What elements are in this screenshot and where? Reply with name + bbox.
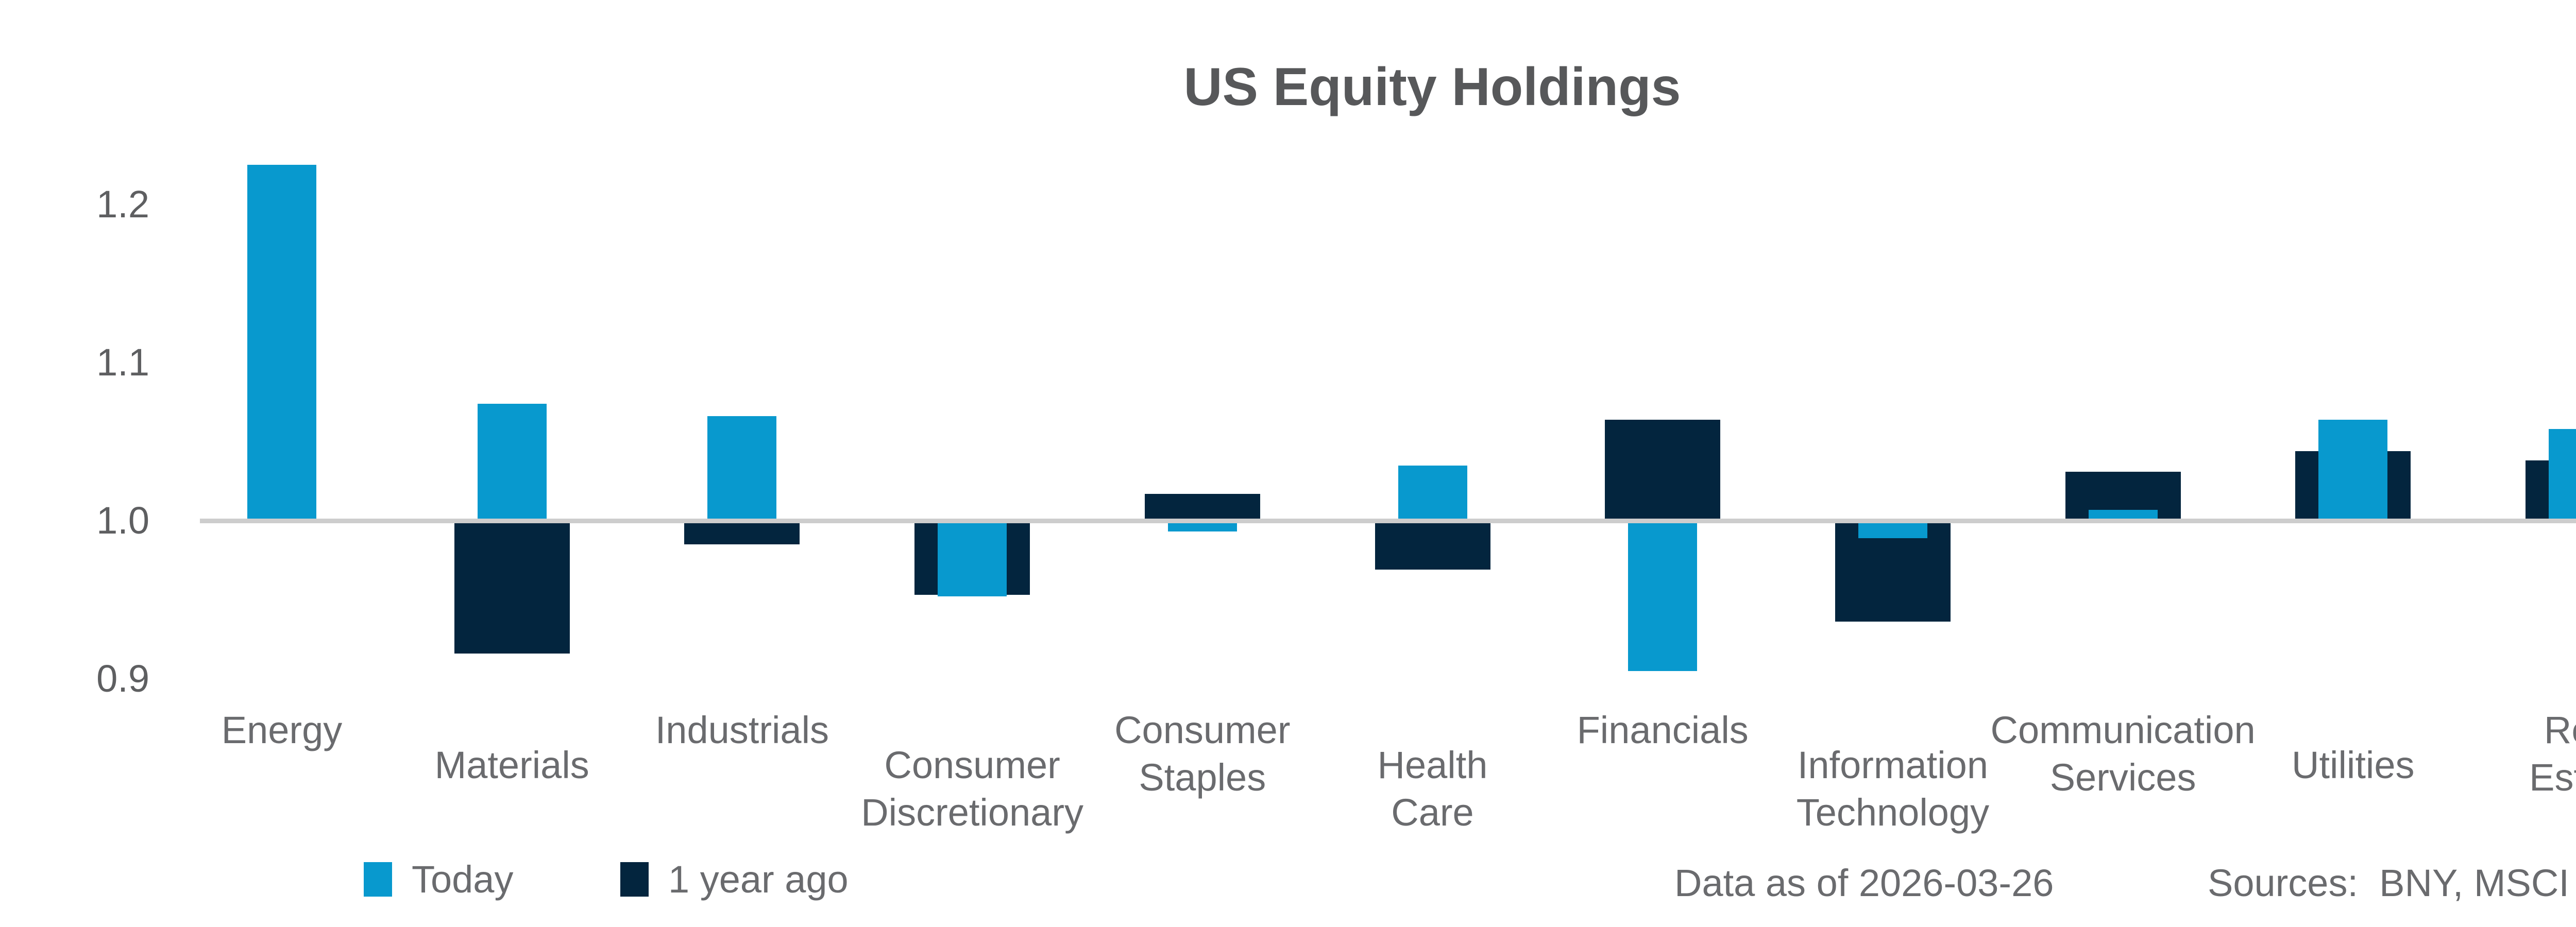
category-label-communication-services: Communication Services: [1943, 707, 2303, 801]
category-label-real-estate: Real Estate: [2403, 707, 2576, 801]
category-label-consumer-staples: Consumer Staples: [1022, 707, 1383, 801]
bar-today-utilities: [2318, 419, 2388, 521]
legend-swatch-today: [364, 862, 392, 897]
category-label-line: Information: [1797, 744, 1988, 786]
category-label-line: Energy: [221, 709, 343, 751]
bar-today-materials: [477, 403, 547, 521]
y-tick-label: 1.1: [96, 341, 149, 384]
bar-today-health-care: [1398, 465, 1467, 521]
bar-today-energy: [247, 165, 316, 521]
category-label-line: Communication: [1990, 709, 2256, 751]
legend-item-year-ago: 1 year ago: [620, 858, 849, 901]
y-tick-label: 1.2: [96, 183, 149, 226]
category-label-line: Consumer: [884, 744, 1060, 786]
bar-year-ago-industrials: [684, 521, 800, 545]
bar-today-information-technology: [1858, 521, 1927, 538]
bar-today-financials: [1628, 521, 1698, 671]
category-label-health-care: Health Care: [1252, 742, 1613, 836]
category-label-line: Materials: [434, 744, 589, 786]
bar-today-consumer-discretionary: [938, 521, 1007, 597]
category-label-line: Industrials: [655, 709, 829, 751]
data-as-of-note: Data as of 2026-03-26: [1674, 862, 2054, 904]
bar-today-industrials: [707, 416, 777, 521]
category-label-line: Utilities: [2292, 744, 2415, 786]
legend-label-year-ago: 1 year ago: [668, 857, 849, 901]
category-label-line: Discretionary: [861, 791, 1083, 834]
sources-note: Sources: BNY, MSCI: [2208, 862, 2569, 904]
chart-title: US Equity Holdings: [1183, 57, 1681, 117]
category-label-line: Care: [1391, 791, 1474, 834]
category-label-line: Health: [1377, 744, 1488, 786]
y-tick-label: 1.0: [96, 499, 149, 542]
y-tick-label: 0.9: [96, 657, 149, 700]
category-label-line: Estate: [2529, 756, 2576, 799]
category-label-line: Technology: [1796, 791, 1990, 834]
category-label-energy: Energy: [101, 707, 462, 754]
category-label-industrials: Industrials: [562, 707, 922, 754]
category-label-line: Services: [2049, 756, 2196, 799]
bar-today-real-estate: [2549, 428, 2576, 521]
category-label-consumer-discretionary: Consumer Discretionary: [792, 742, 1153, 836]
bar-year-ago-materials: [454, 521, 570, 654]
baseline-gridline: [200, 519, 2576, 523]
bar-year-ago-consumer-staples: [1144, 493, 1260, 521]
bar-year-ago-financials: [1605, 419, 1721, 521]
category-label-information-technology: Information Technology: [1713, 742, 2073, 836]
category-label-line: Real: [2544, 709, 2576, 751]
category-label-line: Financials: [1577, 709, 1749, 751]
bar-today-consumer-staples: [1167, 521, 1237, 532]
category-label-utilities: Utilities: [2173, 742, 2533, 789]
bar-today-communication-services: [2088, 509, 2158, 521]
legend-swatch-year-ago: [620, 862, 649, 897]
category-label-line: Staples: [1139, 756, 1266, 799]
bar-year-ago-health-care: [1375, 521, 1490, 570]
legend-label-today: Today: [412, 857, 514, 901]
legend-item-today: Today: [364, 858, 513, 901]
category-label-materials: Materials: [332, 742, 692, 789]
category-label-financials: Financials: [1482, 707, 1843, 754]
category-label-line: Consumer: [1114, 709, 1291, 751]
